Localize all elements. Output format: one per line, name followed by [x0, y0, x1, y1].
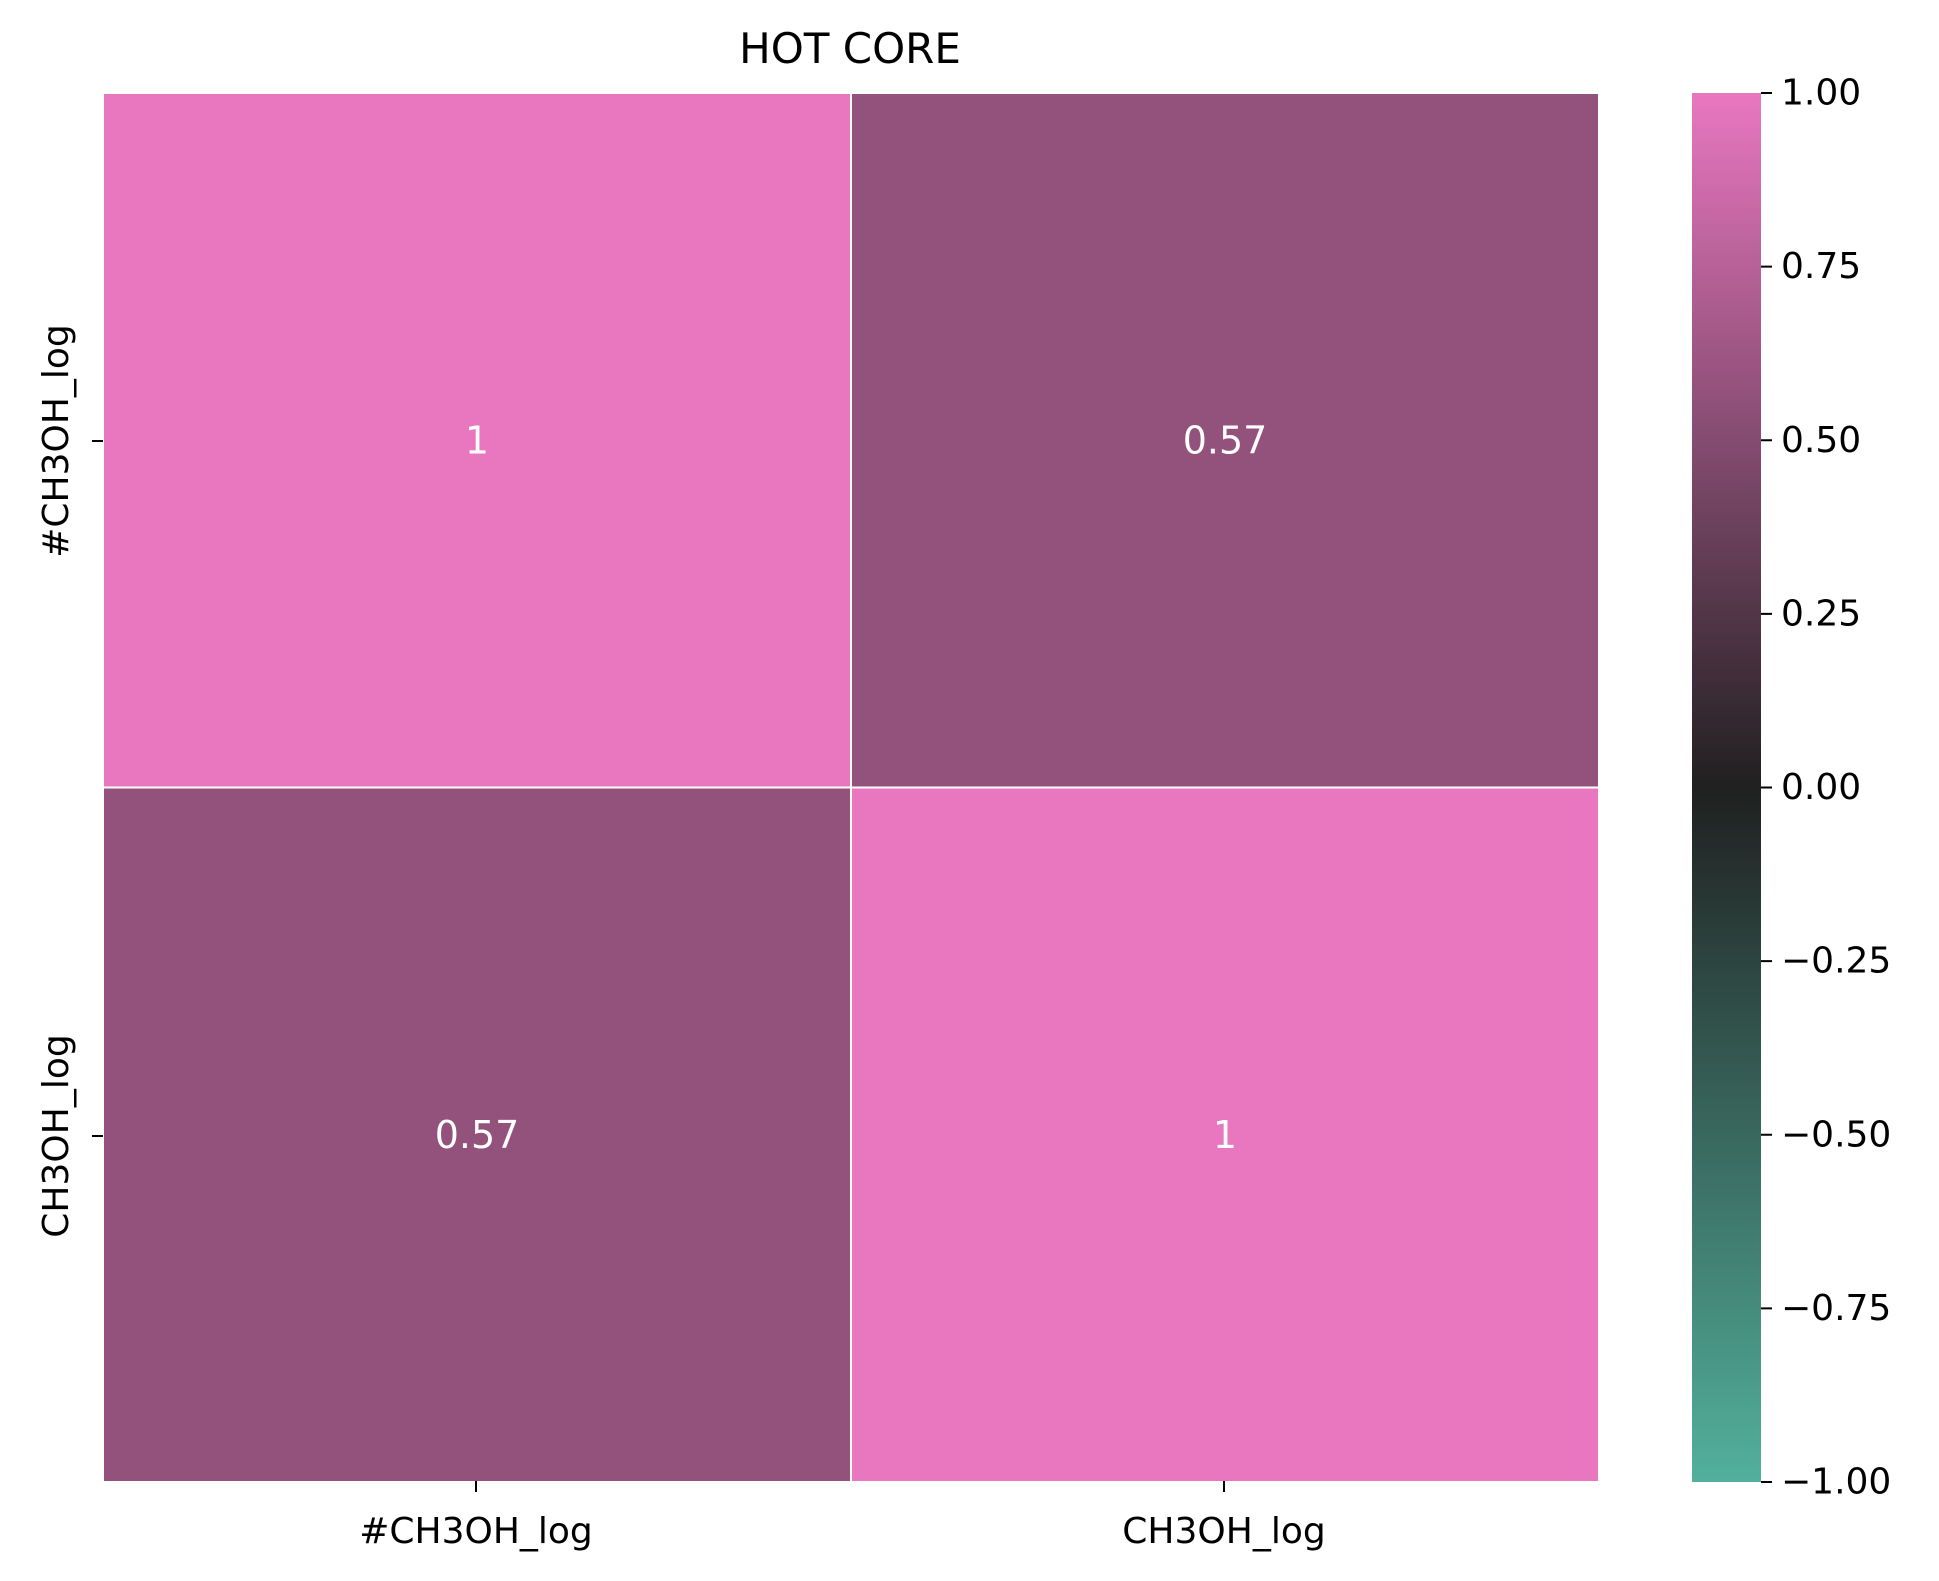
colorbar-ticks: 1.00 0.75 0.50 0.25 0.00 −0.25 −0.50 −0.75 −1.00 [1761, 73, 1891, 1503]
colorbar-tick-label: −1.00 [1781, 1462, 1891, 1503]
heatmap-cell [850, 92, 1600, 789]
heatmap-cell [850, 786, 1600, 1483]
colorbar-tick-label: −0.75 [1781, 1288, 1891, 1329]
cell-annotation: 1 [465, 418, 489, 462]
colorbar-tick-label: −0.25 [1781, 941, 1891, 982]
colorbar-tick-label: 0.00 [1781, 767, 1861, 808]
heatmap-cell [102, 786, 852, 1483]
heatmap-annotations: 1 0.57 0.57 1 [435, 418, 1268, 1157]
heatmap-cell [102, 92, 852, 789]
y-tick-label: CH3OH_log [36, 1034, 77, 1237]
y-axis-ticks: #CH3OH_log CH3OH_log [36, 324, 103, 1238]
cell-annotation: 1 [1213, 1113, 1237, 1157]
x-axis-ticks: #CH3OH_log CH3OH_log [359, 1481, 1326, 1552]
x-tick-label: CH3OH_log [1122, 1511, 1325, 1552]
colorbar-tick-label: 0.50 [1781, 420, 1861, 461]
colorbar-tick-label: −0.50 [1781, 1114, 1891, 1155]
x-tick-label: #CH3OH_log [359, 1511, 593, 1552]
cell-annotation: 0.57 [1183, 418, 1268, 462]
heatmap-cells [102, 92, 1600, 1483]
colorbar-tick-label: 1.00 [1781, 73, 1861, 114]
colorbar-gradient [1692, 93, 1761, 1482]
chart-title: HOT CORE [739, 24, 961, 73]
y-tick-label: #CH3OH_log [36, 324, 77, 558]
cell-annotation: 0.57 [435, 1113, 520, 1157]
colorbar-tick-label: 0.75 [1781, 246, 1861, 287]
colorbar: 1.00 0.75 0.50 0.25 0.00 −0.25 −0.50 −0.75 −1.00 [1692, 73, 1891, 1503]
colorbar-tick-label: 0.25 [1781, 593, 1861, 634]
